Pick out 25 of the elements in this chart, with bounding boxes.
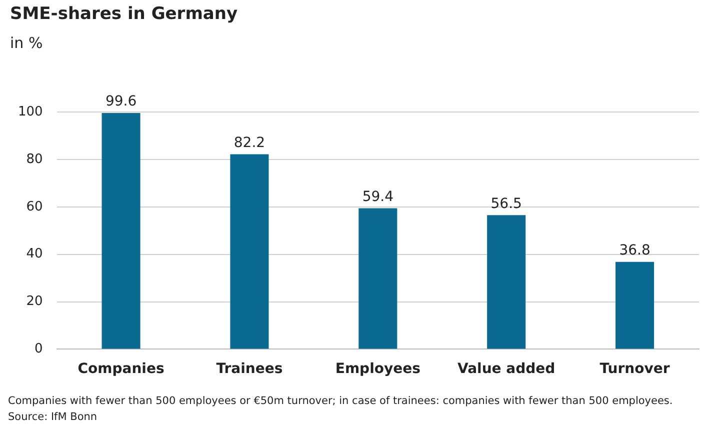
chart-title: SME-shares in Germany (10, 4, 238, 24)
text: Companies with fewer than 500 employees or €50m turnover; in case of trainees: companies with fewer than 500 employees. (8, 394, 673, 409)
y-tick-label: 0 (34, 342, 43, 357)
x-tick-label: Turnover (600, 361, 670, 378)
y-tick-label: 60 (26, 199, 43, 214)
y-tick-label: 100 (18, 104, 43, 120)
data-label: 56.5 (490, 196, 522, 212)
x-tick-label: Companies (78, 361, 164, 378)
y-tick-label: 40 (26, 246, 43, 262)
chart-subtitle: in % (10, 34, 43, 52)
source-note: Source: IfM Bonn (8, 410, 98, 425)
bar (102, 112, 140, 349)
bar (358, 208, 398, 349)
x-tick-label: Value added (458, 361, 556, 378)
bar (487, 215, 526, 349)
bar (616, 262, 654, 349)
y-tick-label: 20 (26, 294, 43, 310)
x-tick-label: Employees (335, 361, 420, 378)
x-tick-label: Trainees (216, 361, 283, 378)
y-tick-label: 80 (26, 152, 43, 167)
data-label: 36.8 (619, 242, 650, 259)
bar (230, 154, 269, 349)
data-label: 99.6 (105, 94, 137, 110)
data-label: 82.2 (234, 134, 266, 151)
data-label: 59.4 (362, 188, 394, 205)
